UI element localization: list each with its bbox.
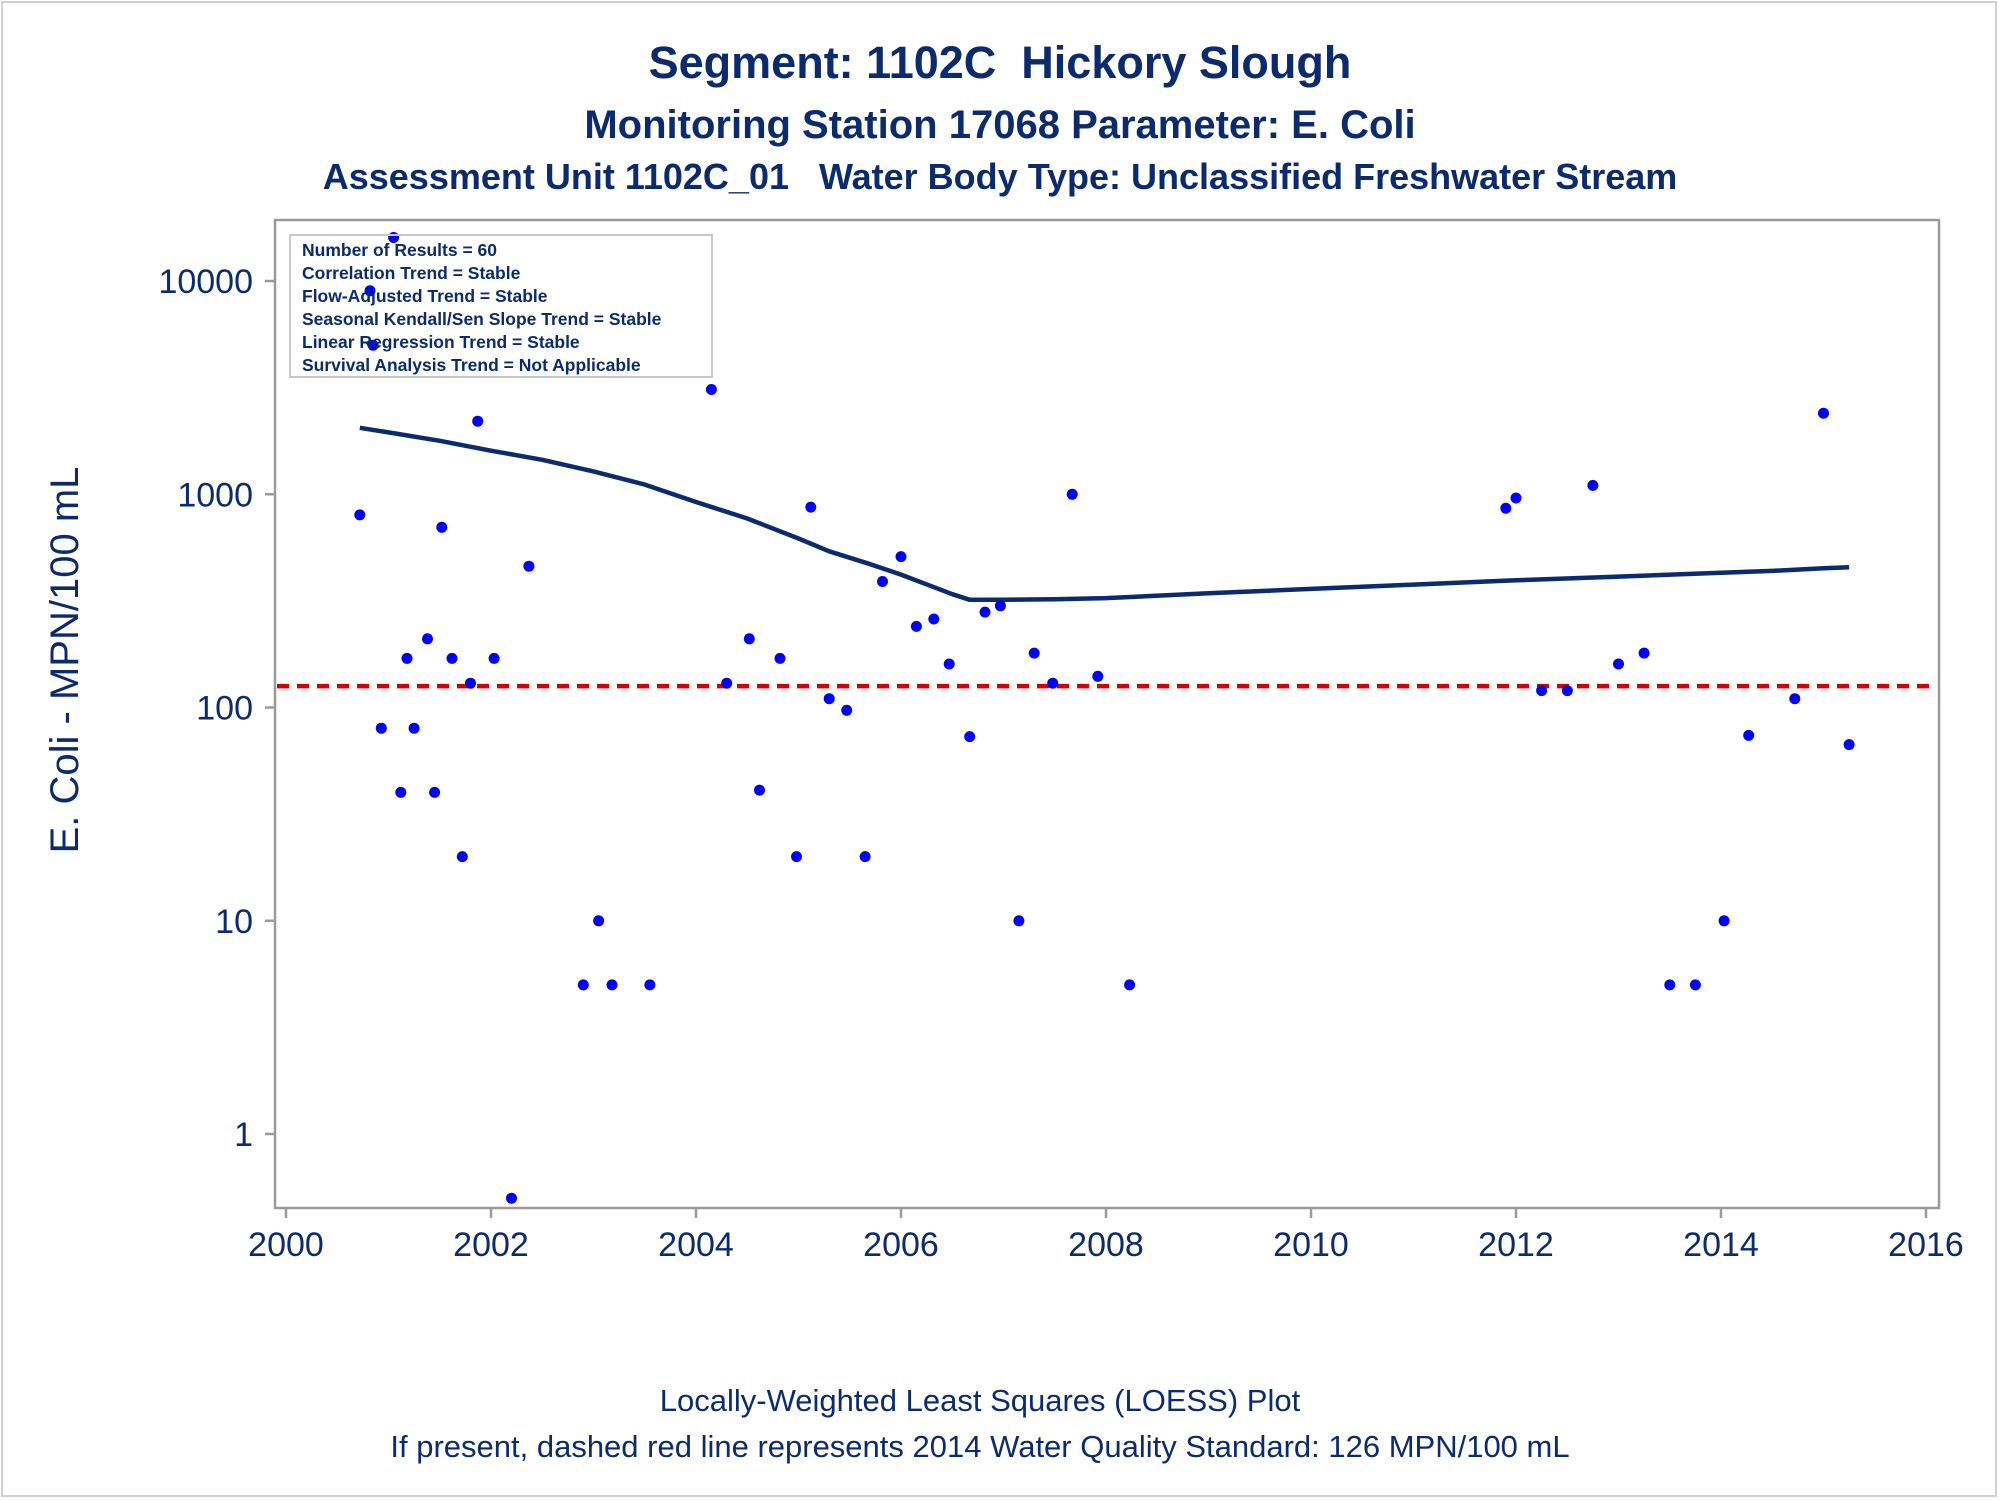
- y-tick-label: 10: [215, 903, 253, 941]
- data-point: [1843, 739, 1855, 751]
- data-point: [964, 731, 976, 743]
- data-point: [422, 633, 433, 645]
- data-point: [859, 851, 871, 863]
- loess-line: [359, 425, 1850, 603]
- data-point: [1718, 915, 1730, 927]
- data-point: [429, 786, 441, 798]
- data-point: [791, 851, 802, 863]
- data-point: [523, 560, 535, 572]
- data-point: [1092, 670, 1104, 682]
- data-point: [408, 722, 420, 734]
- x-tick-label: 2016: [1888, 1226, 1964, 1264]
- data-point: [465, 677, 476, 689]
- chart-subtitle-2: Assessment Unit 1102C_01 Water Body Type…: [323, 156, 1678, 197]
- data-point: [593, 915, 605, 927]
- data-point: [841, 704, 853, 716]
- x-tick-label: 2002: [453, 1226, 529, 1264]
- data-point: [1536, 685, 1548, 697]
- data-point: [367, 339, 379, 351]
- data-point: [1013, 915, 1025, 927]
- data-point: [877, 576, 888, 587]
- loess-line-layer: [359, 425, 1850, 603]
- info-box-line: Flow-Adjusted Trend = Stable: [302, 286, 548, 306]
- data-point: [1047, 677, 1059, 689]
- data-point: [721, 677, 733, 689]
- data-point: [1743, 729, 1755, 741]
- data-points-layer: [354, 232, 1855, 1204]
- data-point: [895, 551, 907, 563]
- data-point: [823, 693, 835, 705]
- x-tick-label: 2014: [1683, 1226, 1759, 1264]
- data-point: [1789, 693, 1801, 705]
- y-tick-label: 1000: [177, 476, 253, 514]
- data-point: [1028, 647, 1040, 659]
- data-point: [395, 786, 407, 798]
- data-point: [743, 633, 755, 645]
- data-point: [1818, 407, 1829, 419]
- data-point: [805, 501, 817, 513]
- data-point: [506, 1192, 517, 1204]
- data-point: [644, 979, 656, 991]
- chart-title: Segment: 1102C Hickory Slough: [649, 37, 1352, 88]
- data-point: [1124, 979, 1136, 991]
- x-tick-label: 2008: [1068, 1226, 1144, 1264]
- data-point: [446, 652, 458, 664]
- data-point: [994, 600, 1006, 612]
- data-point: [1587, 479, 1599, 491]
- footer-line-2: If present, dashed red line represents 2…: [390, 1429, 1569, 1464]
- data-point: [488, 652, 500, 664]
- data-point: [1613, 658, 1624, 670]
- data-point: [910, 620, 922, 632]
- x-tick-label: 2004: [658, 1226, 734, 1264]
- y-tick-label: 10000: [158, 263, 253, 301]
- data-point: [606, 979, 618, 991]
- data-point: [456, 851, 468, 863]
- data-point: [354, 509, 366, 521]
- chart-subtitle: Monitoring Station 17068 Parameter: E. C…: [584, 103, 1415, 147]
- data-point: [705, 384, 717, 395]
- data-point: [364, 285, 376, 297]
- data-point: [1561, 685, 1573, 697]
- y-axis-label: E. Coli - MPN/100 mL: [43, 467, 87, 854]
- y-tick-label: 100: [196, 690, 253, 728]
- info-box-line: Seasonal Kendall/Sen Slope Trend = Stabl…: [302, 309, 662, 329]
- info-box-line: Number of Results = 60: [302, 240, 497, 260]
- data-point: [472, 415, 484, 427]
- info-box-line: Correlation Trend = Stable: [302, 263, 521, 283]
- x-tick-label: 2010: [1273, 1226, 1349, 1264]
- data-point: [774, 652, 786, 664]
- data-point: [928, 613, 940, 625]
- footer-line-1: Locally-Weighted Least Squares (LOESS) P…: [660, 1383, 1301, 1418]
- data-point: [401, 652, 413, 664]
- data-point: [375, 722, 387, 734]
- data-point: [577, 979, 589, 991]
- info-box-border: [289, 234, 713, 378]
- x-axis: 2000 2002 2004 2006 2008 2010 2012 2014 2016: [248, 1208, 1964, 1264]
- data-point: [979, 606, 991, 618]
- data-point: [1638, 647, 1650, 659]
- info-box-line: Survival Analysis Trend = Not Applicable: [302, 355, 641, 375]
- data-point: [1510, 492, 1522, 504]
- x-tick-label: 2000: [248, 1226, 324, 1264]
- data-point: [1689, 979, 1701, 991]
- y-axis: 1 10 100 1000 10000: [158, 263, 275, 1154]
- data-point: [1066, 488, 1078, 500]
- data-point: [1500, 502, 1512, 514]
- data-point: [754, 784, 765, 796]
- info-box-line: Linear Regression Trend = Stable: [302, 332, 580, 352]
- data-point: [943, 658, 955, 670]
- info-box: Number of Results = 60 Correlation Trend…: [289, 234, 713, 378]
- data-point: [1664, 979, 1676, 991]
- x-tick-label: 2006: [863, 1226, 939, 1264]
- y-tick-label: 1: [234, 1116, 253, 1154]
- x-tick-label: 2012: [1478, 1226, 1554, 1264]
- data-point: [436, 521, 448, 533]
